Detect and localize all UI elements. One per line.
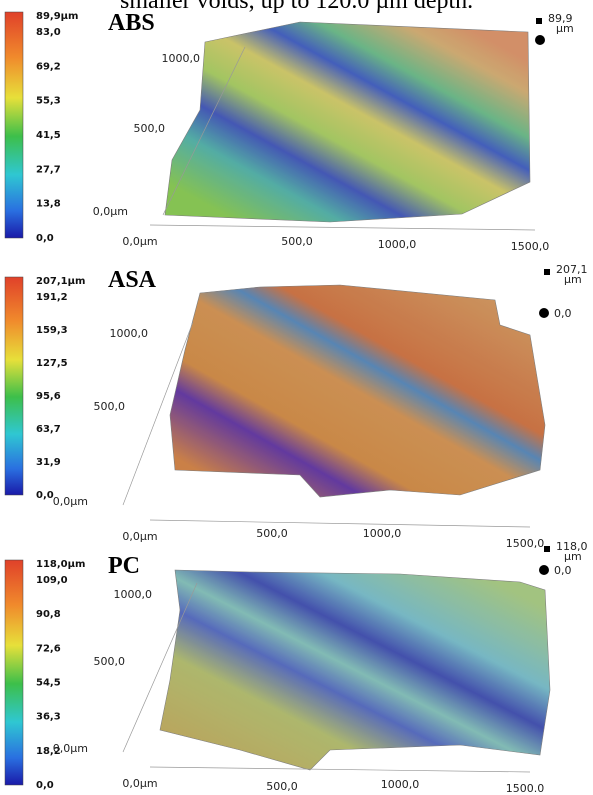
scale-label: 0,0: [36, 490, 54, 501]
color-scale: [5, 277, 23, 495]
scale-label: 127,5: [36, 358, 68, 369]
y-axis-label: 1000,0: [110, 327, 149, 340]
scale-label: 72,6: [36, 643, 61, 654]
x-axis-label: 1000,0: [363, 527, 402, 540]
z-marker: [544, 269, 550, 275]
x-axis-label: 1500.0: [506, 782, 545, 795]
x-axis-label: 1500,0: [511, 240, 550, 253]
panel: 207,1µm 191,2 159,3 127,5 95,6 63,7 31,9 0,0 ASA…: [5, 263, 588, 550]
panel-title: PC: [108, 553, 140, 579]
color-scale: [5, 12, 23, 238]
origin-dot: [535, 35, 545, 45]
scale-label: 27,7: [36, 164, 61, 175]
scale-label: 36,3: [36, 712, 61, 723]
scale-label: 0,0: [36, 780, 54, 791]
scale-label: 31,9: [36, 457, 61, 468]
z-marker: [544, 546, 550, 552]
scale-label: 159,3: [36, 325, 68, 336]
x-axis-label: 500,0: [266, 780, 298, 793]
surface: [160, 570, 550, 770]
color-scale: [5, 560, 23, 785]
scale-label: 207,1µm: [36, 276, 85, 287]
scale-label: 41,5: [36, 130, 61, 141]
x-axis-label: 500,0: [281, 235, 313, 248]
origin-label: 0,0: [554, 564, 572, 577]
scale-label: 89,9µm: [36, 11, 78, 22]
axis: [150, 225, 535, 230]
origin-dot: [539, 565, 549, 575]
z-max-label: µm: [556, 22, 574, 35]
y-axis-label: 0,0µm: [53, 742, 88, 755]
x-axis-label: 1500,0: [506, 537, 545, 550]
x-axis-label: 1000,0: [381, 778, 420, 791]
y-axis-label: 500,0: [134, 122, 166, 135]
scale-label: 118,0µm: [36, 559, 85, 570]
axis: [150, 767, 530, 772]
scale-label: 83,0: [36, 27, 61, 38]
scale-label: 95,6: [36, 391, 61, 402]
scale-label: 90,8: [36, 609, 61, 620]
z-marker: [536, 18, 542, 24]
scale-label: 54,5: [36, 678, 61, 689]
scale-label: 13,8: [36, 199, 61, 210]
z-max-label: µm: [564, 273, 582, 286]
z-max-label: µm: [564, 550, 582, 563]
origin-label: 0,0: [554, 307, 572, 320]
y-axis-label: 0,0µm: [53, 495, 88, 508]
x-axis-label: 0,0µm: [122, 530, 157, 543]
origin-dot: [539, 308, 549, 318]
y-axis-label: 1000,0: [114, 588, 153, 601]
x-axis-label: 1000,0: [378, 238, 417, 251]
scale-label: 109,0: [36, 575, 68, 586]
y-axis-label: 500,0: [94, 655, 126, 668]
caption: smaller voids, up to 120.0 µm depth.: [120, 0, 473, 14]
scale-label: 0,0: [36, 233, 54, 244]
scale-label: 69,2: [36, 61, 61, 72]
x-axis-label: 0,0µm: [122, 777, 157, 790]
panel-title: ABS: [108, 10, 155, 36]
surface: [165, 22, 530, 222]
y-axis-label: 500,0: [94, 400, 126, 413]
figure: smaller voids, up to 120.0 µm depth. 89,…: [0, 0, 593, 795]
x-axis-label: 500,0: [256, 527, 288, 540]
scale-label: 63,7: [36, 424, 61, 435]
y-axis-label: 0,0µm: [93, 205, 128, 218]
scale-label: 191,2: [36, 292, 68, 303]
axis: [150, 520, 530, 527]
panel: 89,9µm 83,0 69,2 55,3 41,5 27,7 13,8 0,0 ABS 1000…: [5, 10, 574, 253]
x-axis-label: 0,0µm: [122, 235, 157, 248]
scale-label: 55,3: [36, 96, 61, 107]
panel-title: ASA: [108, 267, 157, 293]
y-axis-label: 1000,0: [162, 52, 201, 65]
panel: 118,0µm109,090,872,654,536,318,20,0PC100…: [5, 540, 588, 795]
surface: [170, 285, 545, 497]
